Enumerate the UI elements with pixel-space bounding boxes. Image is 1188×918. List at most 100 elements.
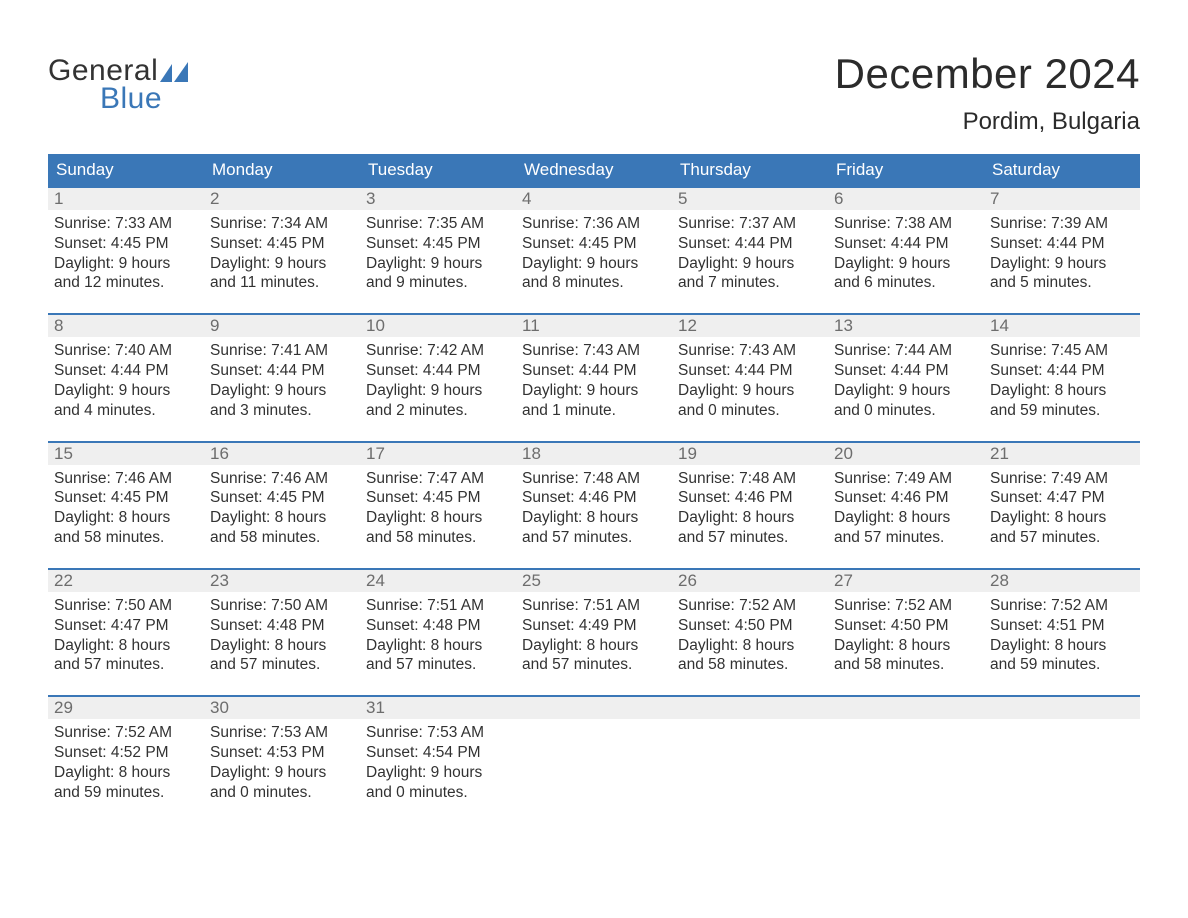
calendar-day: 13Sunrise: 7:44 AMSunset: 4:44 PMDayligh… xyxy=(828,313,984,424)
day-number-row: 18 xyxy=(516,441,672,465)
calendar-week: 8Sunrise: 7:40 AMSunset: 4:44 PMDaylight… xyxy=(48,313,1140,424)
day-d2: and 58 minutes. xyxy=(210,528,354,548)
day-d1: Daylight: 8 hours xyxy=(678,508,822,528)
day-sunset: Sunset: 4:44 PM xyxy=(678,361,822,381)
day-sunrise: Sunrise: 7:36 AM xyxy=(522,214,666,234)
day-body: Sunrise: 7:49 AMSunset: 4:47 PMDaylight:… xyxy=(984,465,1140,552)
day-d2: and 57 minutes. xyxy=(678,528,822,548)
day-sunrise: Sunrise: 7:40 AM xyxy=(54,341,198,361)
calendar-day xyxy=(984,695,1140,806)
calendar-day: 18Sunrise: 7:48 AMSunset: 4:46 PMDayligh… xyxy=(516,441,672,552)
day-sunrise: Sunrise: 7:37 AM xyxy=(678,214,822,234)
day-number-row: 9 xyxy=(204,313,360,337)
page: General Blue December 2024 Pordim, Bulga… xyxy=(0,0,1188,863)
day-sunset: Sunset: 4:50 PM xyxy=(834,616,978,636)
day-number: 10 xyxy=(366,316,385,335)
day-d2: and 58 minutes. xyxy=(366,528,510,548)
calendar-day: 8Sunrise: 7:40 AMSunset: 4:44 PMDaylight… xyxy=(48,313,204,424)
day-sunrise: Sunrise: 7:34 AM xyxy=(210,214,354,234)
calendar-day xyxy=(672,695,828,806)
day-number-row: 24 xyxy=(360,568,516,592)
day-d2: and 11 minutes. xyxy=(210,273,354,293)
day-number: 28 xyxy=(990,571,1009,590)
day-number-row: 2 xyxy=(204,186,360,210)
day-d2: and 57 minutes. xyxy=(522,528,666,548)
day-number-row: 16 xyxy=(204,441,360,465)
day-number-row: 15 xyxy=(48,441,204,465)
day-d2: and 0 minutes. xyxy=(210,783,354,803)
day-sunrise: Sunrise: 7:47 AM xyxy=(366,469,510,489)
day-sunset: Sunset: 4:45 PM xyxy=(54,488,198,508)
day-sunset: Sunset: 4:44 PM xyxy=(834,234,978,254)
weekday-header: Sunday xyxy=(48,154,204,186)
day-d2: and 58 minutes. xyxy=(678,655,822,675)
day-number-row: 30 xyxy=(204,695,360,719)
day-body: Sunrise: 7:47 AMSunset: 4:45 PMDaylight:… xyxy=(360,465,516,552)
calendar-day: 27Sunrise: 7:52 AMSunset: 4:50 PMDayligh… xyxy=(828,568,984,679)
day-sunrise: Sunrise: 7:39 AM xyxy=(990,214,1134,234)
day-d1: Daylight: 9 hours xyxy=(54,254,198,274)
day-d1: Daylight: 8 hours xyxy=(834,636,978,656)
day-sunrise: Sunrise: 7:50 AM xyxy=(54,596,198,616)
calendar-day: 25 Sunrise: 7:51 AMSunset: 4:49 PMDayligh… xyxy=(516,568,672,679)
calendar-day: 4Sunrise: 7:36 AMSunset: 4:45 PMDaylight… xyxy=(516,186,672,297)
day-number: 17 xyxy=(366,444,385,463)
calendar-day: 1Sunrise: 7:33 AMSunset: 4:45 PMDaylight… xyxy=(48,186,204,297)
day-number-row: 5 xyxy=(672,186,828,210)
day-sunset: Sunset: 4:52 PM xyxy=(54,743,198,763)
day-sunrise: Sunrise: 7:45 AM xyxy=(990,341,1134,361)
day-number: 21 xyxy=(990,444,1009,463)
day-body: Sunrise: 7:51 AMSunset: 4:49 PMDaylight:… xyxy=(516,592,672,679)
day-sunrise: Sunrise: 7:35 AM xyxy=(366,214,510,234)
day-d2: and 5 minutes. xyxy=(990,273,1134,293)
day-body: Sunrise: 7:52 AMSunset: 4:51 PMDaylight:… xyxy=(984,592,1140,679)
day-body: Sunrise: 7:48 AMSunset: 4:46 PMDaylight:… xyxy=(672,465,828,552)
day-sunset: Sunset: 4:44 PM xyxy=(834,361,978,381)
calendar-day: 12Sunrise: 7:43 AMSunset: 4:44 PMDayligh… xyxy=(672,313,828,424)
day-sunset: Sunset: 4:44 PM xyxy=(366,361,510,381)
day-number-row: 4 xyxy=(516,186,672,210)
day-sunrise: Sunrise: 7:51 AM xyxy=(366,596,510,616)
day-sunrise: Sunrise: 7:46 AM xyxy=(54,469,198,489)
day-sunrise: Sunrise: 7:52 AM xyxy=(990,596,1134,616)
day-body: Sunrise: 7:36 AMSunset: 4:45 PMDaylight:… xyxy=(516,210,672,297)
day-body: Sunrise: 7:46 AMSunset: 4:45 PMDaylight:… xyxy=(48,465,204,552)
day-sunset: Sunset: 4:45 PM xyxy=(210,488,354,508)
day-d2: and 1 minute. xyxy=(522,401,666,421)
day-number: 30 xyxy=(210,698,229,717)
day-sunrise: Sunrise: 7:49 AM xyxy=(834,469,978,489)
day-number-row: 3 xyxy=(360,186,516,210)
day-d1: Daylight: 9 hours xyxy=(366,381,510,401)
day-number-row xyxy=(516,695,672,719)
day-d1: Daylight: 9 hours xyxy=(366,763,510,783)
day-body: Sunrise: 7:35 AMSunset: 4:45 PMDaylight:… xyxy=(360,210,516,297)
day-number: 26 xyxy=(678,571,697,590)
day-sunset: Sunset: 4:45 PM xyxy=(522,234,666,254)
weekday-header: Monday xyxy=(204,154,360,186)
day-sunset: Sunset: 4:45 PM xyxy=(54,234,198,254)
day-d2: and 4 minutes. xyxy=(54,401,198,421)
calendar-day: 30Sunrise: 7:53 AMSunset: 4:53 PMDayligh… xyxy=(204,695,360,806)
day-d1: Daylight: 8 hours xyxy=(54,508,198,528)
calendar-week: 1Sunrise: 7:33 AMSunset: 4:45 PMDaylight… xyxy=(48,186,1140,297)
day-d1: Daylight: 9 hours xyxy=(678,254,822,274)
weekday-header: Tuesday xyxy=(360,154,516,186)
day-d1: Daylight: 9 hours xyxy=(834,254,978,274)
day-number-row: 25 xyxy=(516,568,672,592)
day-sunset: Sunset: 4:44 PM xyxy=(210,361,354,381)
day-body: Sunrise: 7:50 AMSunset: 4:47 PMDaylight:… xyxy=(48,592,204,679)
day-sunset: Sunset: 4:47 PM xyxy=(54,616,198,636)
day-d1: Daylight: 8 hours xyxy=(990,508,1134,528)
day-number: 25 xyxy=(522,571,541,590)
day-d1: Daylight: 9 hours xyxy=(210,381,354,401)
day-d1: Daylight: 9 hours xyxy=(366,254,510,274)
day-sunset: Sunset: 4:49 PM xyxy=(522,616,666,636)
day-number: 18 xyxy=(522,444,541,463)
day-number: 11 xyxy=(522,316,540,335)
day-sunrise: Sunrise: 7:48 AM xyxy=(678,469,822,489)
day-number: 27 xyxy=(834,571,853,590)
calendar-day xyxy=(516,695,672,806)
day-sunrise: Sunrise: 7:50 AM xyxy=(210,596,354,616)
day-number: 6 xyxy=(834,189,843,208)
calendar-day: 7Sunrise: 7:39 AMSunset: 4:44 PMDaylight… xyxy=(984,186,1140,297)
